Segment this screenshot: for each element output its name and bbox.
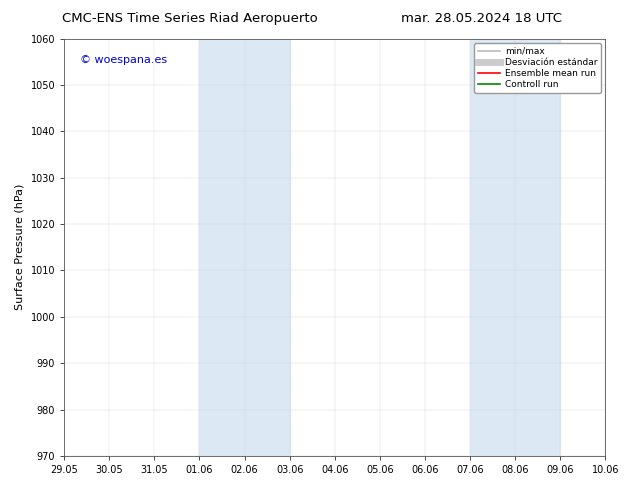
Text: © woespana.es: © woespana.es — [81, 55, 167, 65]
Bar — [200, 39, 290, 456]
Text: CMC-ENS Time Series Riad Aeropuerto: CMC-ENS Time Series Riad Aeropuerto — [62, 12, 318, 25]
Legend: min/max, Desviación estándar, Ensemble mean run, Controll run: min/max, Desviación estándar, Ensemble m… — [474, 43, 601, 93]
Bar — [470, 39, 560, 456]
Y-axis label: Surface Pressure (hPa): Surface Pressure (hPa) — [15, 184, 25, 311]
Text: mar. 28.05.2024 18 UTC: mar. 28.05.2024 18 UTC — [401, 12, 562, 25]
